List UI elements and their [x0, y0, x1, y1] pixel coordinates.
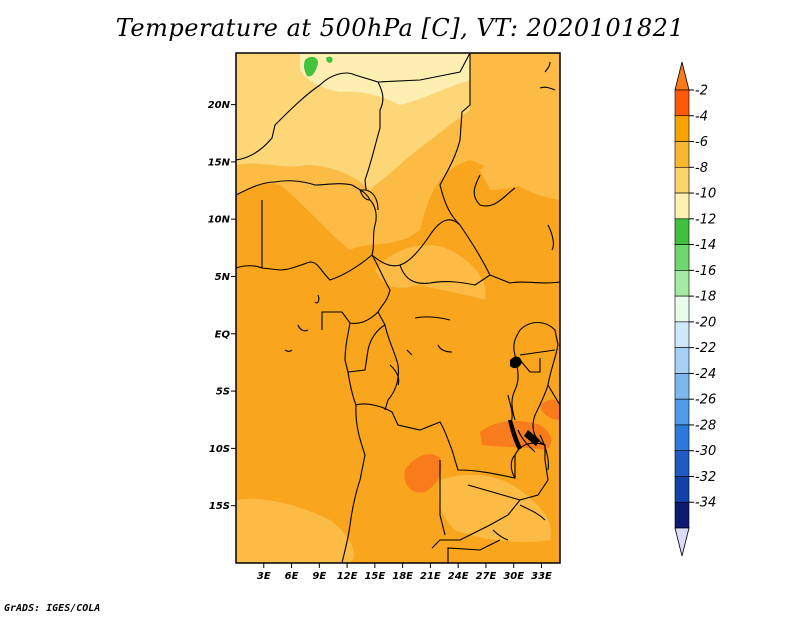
- temperature-field-green-patch: [303, 56, 318, 77]
- colorbar-label: -10: [695, 187, 716, 202]
- colorbar-swatch: [674, 501, 690, 529]
- colorbar-label: -4: [695, 109, 708, 124]
- colorbar-label: -34: [695, 496, 716, 511]
- colorbar-swatch: [674, 141, 690, 168]
- lon-tick-label: 21E: [420, 571, 441, 582]
- colorbar-label: -20: [695, 315, 716, 330]
- lat-tick-label: EQ: [215, 329, 231, 340]
- lon-tick-label: 33E: [531, 571, 552, 582]
- colorbar-swatch: [674, 347, 690, 374]
- lake-fills: [508, 356, 540, 450]
- lon-tick-label: 6E: [285, 571, 299, 582]
- colorbar-swatch: [674, 424, 690, 452]
- colorbar-label: -6: [695, 135, 708, 150]
- colorbar-top-arrow: [674, 61, 690, 91]
- colorbar-swatch: [674, 115, 690, 142]
- colorbar-swatch: [674, 398, 690, 426]
- colorbar-label: -8: [695, 161, 708, 176]
- temperature-field-warm-1: [404, 454, 442, 493]
- lat-tick-label: 5S: [216, 387, 230, 398]
- lon-tick-label: 30E: [503, 571, 524, 582]
- colorbar: -2 -4 -6 -8 -10 -12 -14 -16 -18 -20 -22 -24 -26 -28 -3…: [674, 61, 716, 557]
- lon-tick-label: 3E: [257, 571, 271, 582]
- temperature-field-green-patch-2: [326, 56, 333, 63]
- colorbar-label: -16: [695, 264, 716, 279]
- colorbar-swatch: [674, 192, 690, 220]
- colorbar-label: -22: [695, 341, 716, 356]
- colorbar-label: -12: [695, 212, 716, 227]
- map-frame: [235, 52, 561, 564]
- colorbar-swatch: [674, 373, 690, 400]
- colorbar-label: -28: [695, 418, 716, 433]
- map-area: [236, 53, 560, 563]
- colorbar-bottom-arrow: [674, 527, 690, 557]
- colorbar-swatch: [674, 218, 690, 245]
- colorbar-label: -18: [695, 290, 716, 305]
- lat-tick-label: 5N: [215, 272, 231, 283]
- colorbar-swatch: [674, 321, 690, 348]
- lat-tick-label: 15S: [209, 501, 230, 512]
- footer-credit: GrADS: IGES/COLA: [4, 603, 101, 614]
- temperature-field-light-central: [375, 245, 486, 300]
- colorbar-label: -14: [695, 238, 716, 253]
- colorbar-label: -32: [695, 470, 716, 485]
- lon-tick-label: 24E: [448, 571, 469, 582]
- colorbar-label: -26: [695, 393, 716, 408]
- map-title: Temperature at 500hPa [C], VT: 202010182…: [115, 14, 685, 42]
- colorbar-label: -24: [695, 367, 716, 382]
- lon-tick-label: 27E: [476, 571, 497, 582]
- lon-tick-label: 18E: [392, 571, 413, 582]
- colorbar-swatch: [674, 450, 690, 477]
- colorbar-label: -2: [695, 84, 708, 99]
- lat-tick-label: 15N: [208, 157, 231, 168]
- country-borders: [236, 53, 560, 563]
- temperature-field-warm-3: [540, 399, 560, 420]
- temperature-field-light-northeast: [480, 140, 560, 190]
- temperature-field-light-southwest: [236, 498, 354, 563]
- longitude-axis: 3E 6E 9E 12E 15E 18E 21E 24E 27E 30E 33E: [257, 563, 552, 582]
- lon-tick-label: 15E: [364, 571, 385, 582]
- lon-tick-label: 12E: [337, 571, 358, 582]
- colorbar-swatch: [674, 166, 690, 194]
- colorbar-swatch: [674, 89, 690, 117]
- latitude-axis: 20N 15N 10N 5N EQ 5S 10S 15S: [208, 100, 236, 512]
- lon-tick-label: 9E: [312, 571, 326, 582]
- colorbar-swatch: [674, 244, 690, 271]
- colorbar-label: -30: [695, 444, 716, 459]
- lat-tick-label: 10N: [208, 215, 231, 226]
- lat-tick-label: 10S: [209, 444, 230, 455]
- temperature-field-light-south: [438, 474, 551, 542]
- colorbar-swatch: [674, 295, 690, 323]
- colorbar-swatch: [674, 270, 690, 297]
- colorbar-swatch: [674, 476, 690, 503]
- lat-tick-label: 20N: [208, 100, 231, 111]
- temperature-field-yellow-north: [300, 53, 470, 105]
